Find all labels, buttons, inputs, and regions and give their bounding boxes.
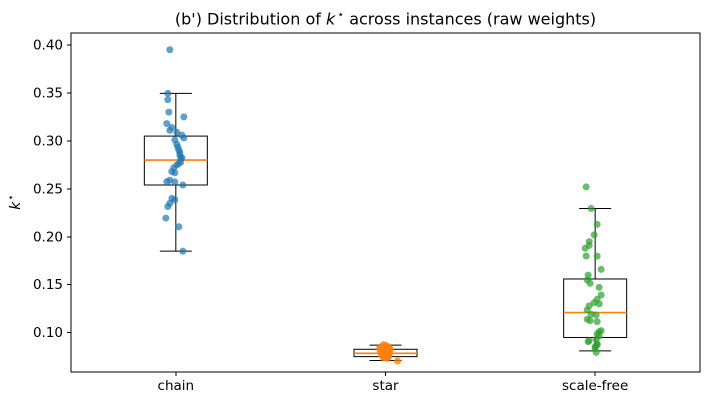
scatter-point-chain	[164, 203, 172, 211]
chart-title-suffix: across instances (raw weights)	[344, 9, 597, 29]
scatter-point-chain	[179, 181, 187, 189]
scatter-point-chain	[164, 96, 172, 104]
scatter-point-chain	[166, 46, 174, 54]
scatter-point-scale-free	[586, 279, 594, 287]
chart-title-math-k: k	[325, 9, 336, 29]
scatter-point-scale-free	[595, 300, 603, 308]
scatter-point-scale-free	[582, 183, 590, 191]
chart-title-prefix: (b') Distribution of	[174, 9, 326, 29]
scatter-point-chain	[175, 223, 183, 231]
y-tick-label: 0.15	[33, 277, 63, 293]
scatter-point-scale-free	[587, 204, 595, 212]
x-tick-label-star: star	[372, 378, 399, 394]
y-tick-label: 0.20	[33, 229, 63, 245]
scatter-point-chain	[162, 214, 170, 222]
scatter-point-chain	[180, 134, 188, 142]
y-tick-label: 0.30	[33, 133, 63, 149]
scatter-point-scale-free	[593, 252, 601, 260]
chart-title: (b') Distribution of k ⋆ across instances…	[71, 5, 700, 29]
scatter-point-scale-free	[593, 318, 601, 326]
x-tick-label-scale-free: scale-free	[562, 378, 628, 394]
scatter-point-scale-free	[584, 338, 592, 346]
scatter-point-chain	[165, 108, 173, 116]
y-tick-label: 0.35	[33, 85, 63, 101]
chart-title-star-sup: ⋆	[337, 8, 345, 21]
x-tick-label-chain: chain	[158, 378, 195, 394]
scatter-point-scale-free	[592, 311, 600, 319]
scatter-point-scale-free	[581, 244, 589, 252]
scatter-point-chain	[164, 89, 172, 97]
y-tick-label: 0.25	[33, 181, 63, 197]
scatter-point-chain	[171, 169, 179, 177]
scatter-point-chain	[171, 196, 179, 204]
scatter-point-star	[384, 354, 391, 362]
scatter-point-scale-free	[597, 265, 605, 273]
y-tick-label: 0.10	[33, 325, 63, 341]
scatter-point-scale-free	[586, 317, 594, 325]
scatter-point-scale-free	[595, 283, 603, 291]
y-tick-label: 0.40	[33, 37, 63, 53]
scatter-point-scale-free	[592, 348, 600, 356]
box-scale-free	[563, 278, 628, 338]
scatter-point-scale-free	[593, 220, 601, 228]
scatter-point-chain	[166, 126, 174, 134]
scatter-point-chain	[171, 178, 179, 186]
scatter-point-chain	[163, 120, 171, 128]
scatter-point-chain	[179, 247, 187, 255]
scatter-point-chain	[180, 113, 188, 121]
scatter-point-scale-free	[582, 252, 590, 260]
scatter-point-star	[394, 357, 401, 365]
scatter-point-chain	[163, 178, 171, 186]
scatter-point-scale-free	[590, 231, 598, 239]
